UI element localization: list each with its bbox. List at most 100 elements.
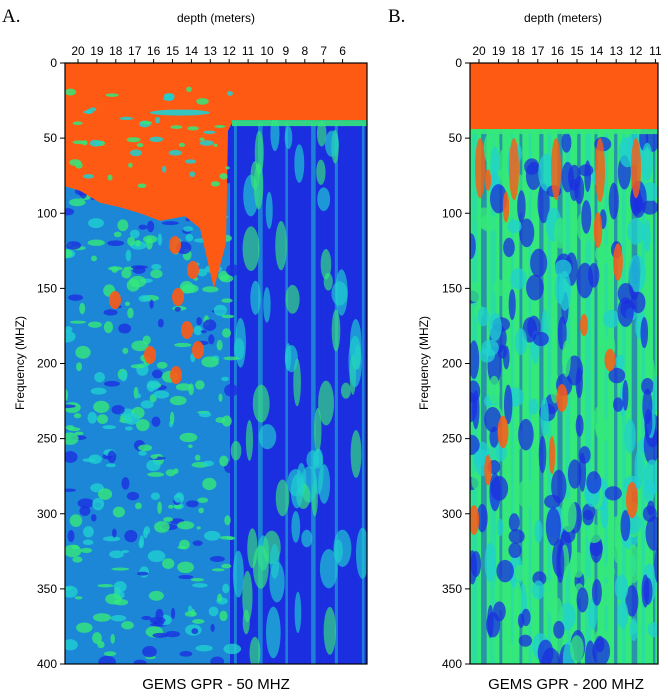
panel-b-x-tick-label: 11 (649, 44, 662, 58)
heatmap-speck (69, 159, 82, 166)
heatmap-blob (65, 330, 76, 343)
heatmap-blob (152, 632, 168, 638)
heatmap-blob (582, 509, 594, 526)
heatmap-blob (284, 344, 298, 373)
heatmap-blob (97, 414, 109, 425)
heatmap-blob (510, 268, 527, 290)
panel-b-y-tick-label: 150 (442, 281, 462, 295)
heatmap-blob (578, 452, 586, 492)
heatmap-blob (496, 559, 514, 583)
heatmap-blob (210, 623, 215, 632)
heatmap-blob (121, 268, 132, 279)
heatmap-blob (107, 450, 117, 464)
heatmap-hotspot (551, 138, 561, 201)
panel-a-x-tick-label: 14 (185, 44, 199, 58)
panel-a-x-tick-label: 16 (147, 44, 161, 58)
heatmap-fringe (470, 129, 658, 135)
heatmap-blob (226, 264, 240, 276)
heatmap-blob (294, 144, 305, 183)
heatmap-blob (524, 158, 540, 175)
heatmap-blob (90, 513, 97, 522)
heatmap-blob (124, 529, 138, 543)
panel-b-y-axis-title: Frequency (MHZ) (417, 316, 431, 410)
heatmap-speck (128, 162, 133, 168)
heatmap-blob (163, 516, 174, 522)
heatmap-blob (350, 430, 362, 478)
heatmap-blob (490, 475, 509, 501)
heatmap-blob (537, 183, 550, 224)
panel-a-x-tick-label: 13 (204, 44, 218, 58)
heatmap-blob (503, 345, 510, 370)
heatmap-blob (174, 306, 181, 312)
panel-b-x-tick-label: 18 (512, 44, 526, 58)
heatmap-blob (79, 505, 91, 517)
panel-a-label: A. (2, 6, 20, 27)
heatmap-blob (133, 659, 147, 664)
heatmap-blob (222, 328, 232, 338)
heatmap-speck (107, 174, 113, 181)
heatmap-blob (597, 320, 607, 357)
heatmap-speck (226, 90, 233, 96)
heatmap-blob (586, 471, 602, 494)
heatmap-blob (121, 621, 134, 630)
heatmap-blob (642, 505, 657, 523)
heatmap-blob (627, 218, 644, 245)
heatmap-blob (319, 549, 338, 589)
heatmap-blob (121, 549, 130, 554)
heatmap-blob (224, 515, 231, 526)
heatmap-blob (317, 187, 331, 212)
heatmap-blob (219, 610, 228, 622)
heatmap-blob (544, 494, 561, 509)
heatmap-blob (492, 279, 506, 297)
heatmap-blob (74, 431, 84, 436)
heatmap-blob (594, 243, 612, 264)
heatmap-blob (218, 393, 223, 402)
heatmap-blob (561, 340, 571, 378)
heatmap-blob (211, 568, 225, 572)
heatmap-hotspot (595, 138, 605, 203)
heatmap-blob (169, 411, 175, 425)
heatmap-speck (137, 183, 147, 188)
heatmap-blob (195, 644, 213, 652)
panel-a-x-tick-label: 12 (223, 44, 237, 58)
heatmap-blob (503, 237, 515, 258)
heatmap-hotspot (613, 243, 623, 281)
heatmap-blob (122, 347, 129, 354)
heatmap-blob (92, 497, 105, 511)
heatmap-blob (201, 356, 219, 368)
heatmap-blob (91, 255, 97, 262)
heatmap-speck (189, 171, 196, 178)
heatmap-blob (541, 647, 560, 664)
heatmap-fringe (232, 120, 367, 127)
heatmap-stripe (268, 123, 273, 664)
heatmap-blob (79, 302, 86, 315)
heatmap-blob (75, 345, 91, 359)
heatmap-blob (129, 275, 147, 288)
heatmap-blob (263, 287, 271, 323)
heatmap-blob (197, 497, 209, 503)
panel-a-y-tick-label: 250 (37, 432, 57, 446)
heatmap-blob (519, 218, 535, 248)
heatmap-blob (642, 388, 653, 425)
heatmap-blob (554, 217, 567, 249)
heatmap-blob (508, 513, 520, 532)
heatmap-blob (102, 536, 121, 542)
heatmap-blob (68, 294, 84, 301)
panel-a-y-tick-label: 300 (37, 507, 57, 521)
heatmap-blob (192, 583, 208, 588)
heatmap-blob (613, 397, 624, 412)
heatmap-blob (65, 639, 78, 651)
panel-b-y-tick-label: 250 (442, 432, 462, 446)
heatmap-blob (72, 556, 83, 563)
heatmap-blob (138, 224, 148, 230)
heatmap-blob (219, 455, 229, 467)
heatmap-blob (93, 400, 110, 413)
heatmap-blob (124, 301, 131, 306)
heatmap-blob (538, 435, 547, 474)
heatmap-blob (518, 418, 534, 451)
heatmap-hotspot (170, 366, 182, 384)
heatmap-blob (486, 612, 501, 638)
heatmap-blob (148, 590, 164, 601)
heatmap-blob (652, 375, 658, 412)
heatmap-blob (614, 574, 629, 601)
